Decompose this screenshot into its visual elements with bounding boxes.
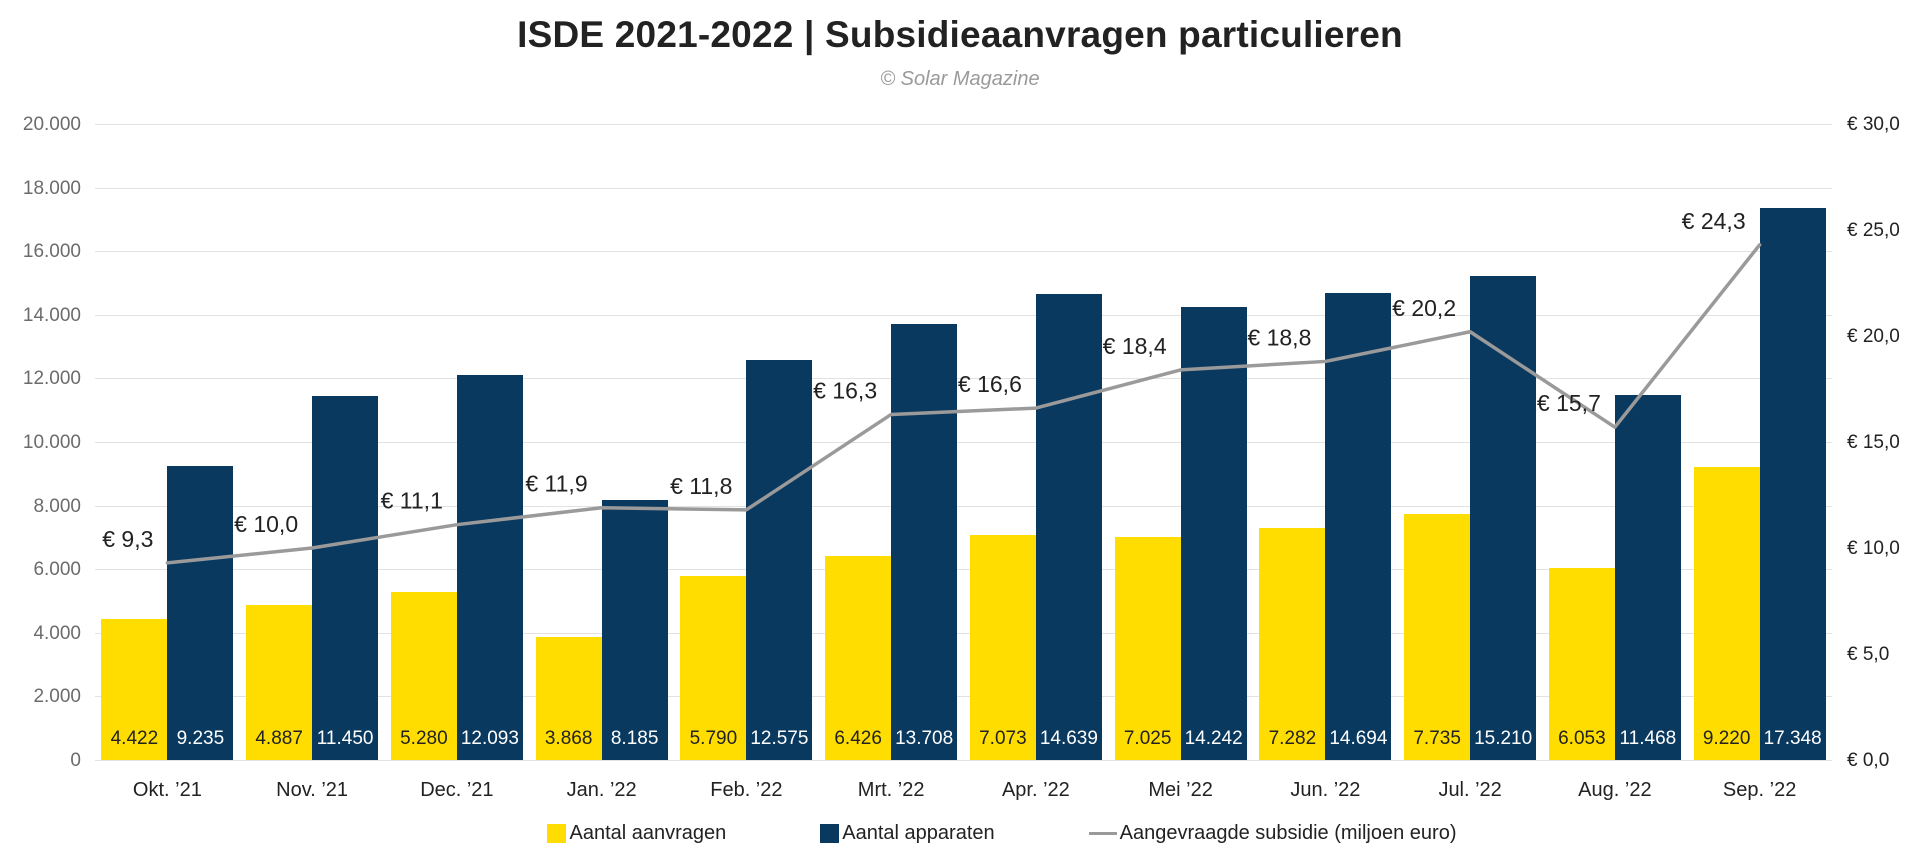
svg-text:€ 15,7: € 15,7 (1537, 390, 1601, 416)
svg-text:€ 9,3: € 9,3 (102, 526, 153, 552)
svg-text:€ 24,3: € 24,3 (1682, 208, 1746, 234)
svg-text:€ 10,0: € 10,0 (234, 511, 298, 537)
svg-text:€ 11,8: € 11,8 (670, 473, 732, 499)
svg-text:€ 11,1: € 11,1 (381, 488, 443, 514)
svg-text:€ 11,9: € 11,9 (525, 471, 587, 497)
svg-text:€ 18,4: € 18,4 (1103, 333, 1167, 359)
svg-text:€ 20,2: € 20,2 (1392, 295, 1456, 321)
svg-text:€ 16,6: € 16,6 (958, 371, 1022, 397)
svg-text:€ 18,8: € 18,8 (1247, 324, 1311, 350)
svg-text:€ 16,3: € 16,3 (813, 377, 877, 403)
